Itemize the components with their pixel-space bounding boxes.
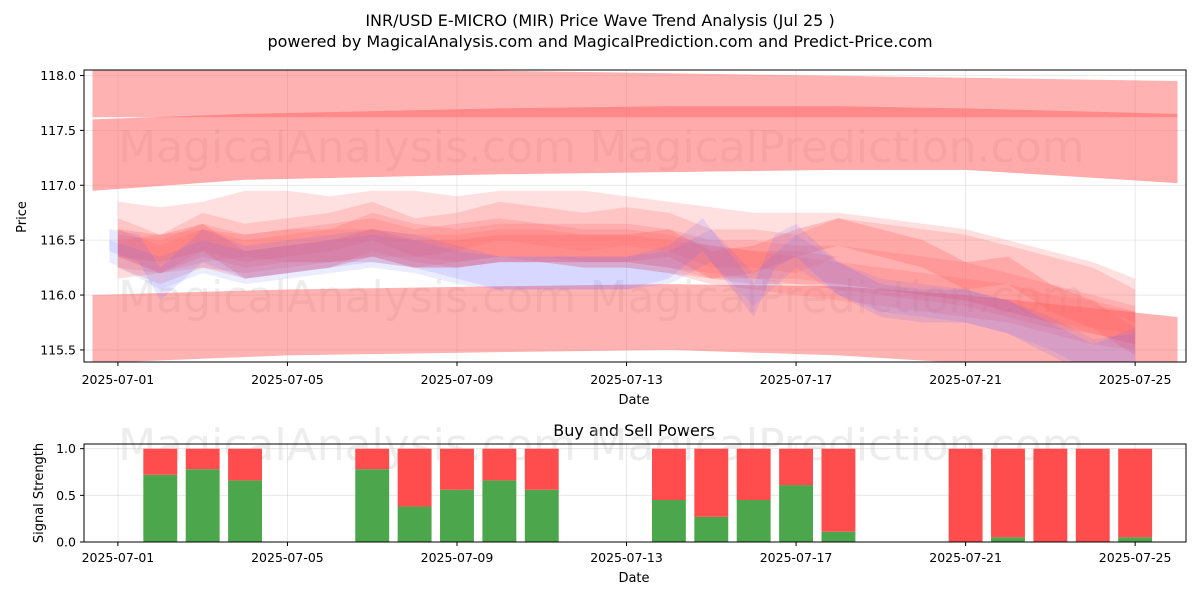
price-wave-band-1 (92, 106, 1178, 191)
sell-bar (651, 448, 686, 500)
powers-y-tick-label: 0.5 (56, 488, 76, 503)
buy-bar (482, 480, 517, 542)
price-chart-frame (83, 69, 1187, 363)
price-wave-band-3 (117, 190, 1136, 334)
price-y-axis-label: Price (15, 201, 30, 233)
price-x-tick-label: 2025-07-09 (421, 372, 494, 387)
sell-bar (736, 448, 771, 500)
powers-x-tick-label: 2025-07-09 (421, 550, 494, 565)
price-x-tick-label: 2025-07-21 (929, 372, 1002, 387)
powers-x-tick-label: 2025-07-01 (82, 550, 155, 565)
main-title: INR/USD E-MICRO (MIR) Price Wave Trend A… (365, 11, 834, 30)
powers-chart-title: Buy and Sell Powers (553, 421, 715, 440)
price-wave-band-8 (117, 218, 1136, 356)
price-y-tick-label: 117.0 (40, 178, 76, 193)
buy-bar (991, 537, 1025, 542)
buy-bar (355, 469, 390, 542)
buy-bar (185, 469, 220, 542)
sell-bar (524, 448, 559, 490)
sell-bar (779, 448, 814, 486)
price-wave-band-10 (109, 229, 1136, 362)
price-x-tick-label: 2025-07-25 (1099, 372, 1172, 387)
sell-bar (143, 448, 178, 475)
sell-bar (355, 448, 390, 470)
price-x-tick-label: 2025-07-01 (82, 372, 155, 387)
price-wave-bands (92, 70, 1178, 362)
price-wave-band-9 (109, 218, 1136, 362)
powers-x-tick-label: 2025-07-05 (251, 550, 324, 565)
price-y-tick-label: 116.5 (40, 233, 76, 248)
sell-bar (694, 448, 729, 517)
price-y-axis-ticks: 115.5 116.0 116.5 117.0 117.5 118.0 (40, 68, 84, 357)
powers-x-tick-label: 2025-07-25 (1099, 550, 1172, 565)
powers-chart-watermarks: MagicalAnalysis.com MagicalPrediction.co… (118, 420, 1084, 471)
buy-bar (397, 506, 432, 542)
buy-bar (821, 531, 856, 542)
powers-bars (143, 448, 1153, 542)
buy-bar (779, 485, 814, 542)
main-subtitle: powered by MagicalAnalysis.com and Magic… (267, 32, 932, 51)
price-wave-band-2 (92, 284, 1178, 362)
sell-bar (397, 448, 432, 507)
price-x-tick-label: 2025-07-05 (251, 372, 324, 387)
sell-bar (228, 448, 263, 481)
sell-bar (185, 448, 220, 470)
powers-x-tick-label: 2025-07-21 (929, 550, 1002, 565)
price-wave-band-4 (117, 201, 1136, 323)
sell-bar (482, 448, 517, 481)
powers-x-axis-ticks: 2025-07-01 2025-07-05 2025-07-09 2025-07-13… (82, 542, 1172, 565)
price-x-axis-ticks: 2025-07-01 2025-07-05 2025-07-09 2025-07-13… (82, 362, 1172, 387)
sell-bar (948, 448, 983, 542)
buy-bar (651, 500, 686, 542)
price-y-tick-label: 118.0 (40, 68, 76, 83)
price-wave-band-7 (117, 223, 1136, 345)
buy-bar (694, 516, 729, 542)
powers-y-tick-label: 1.0 (56, 441, 76, 456)
price-y-tick-label: 116.0 (40, 288, 76, 303)
powers-x-axis-label: Date (618, 571, 649, 586)
powers-y-tick-label: 0.0 (56, 535, 76, 550)
price-x-tick-label: 2025-07-13 (590, 372, 663, 387)
price-y-tick-label: 117.5 (40, 123, 76, 138)
powers-x-tick-label: 2025-07-13 (590, 550, 663, 565)
powers-chart-frame (83, 443, 1187, 543)
price-x-axis-label: Date (618, 393, 649, 408)
price-x-tick-label: 2025-07-17 (760, 372, 833, 387)
buy-bar (143, 474, 178, 542)
price-wave-band-0 (92, 70, 1178, 118)
buy-bar (1118, 537, 1153, 542)
powers-y-axis-label: Signal Strength (32, 443, 47, 543)
buy-bar (228, 480, 263, 542)
sell-bar (991, 448, 1025, 538)
price-wave-band-6 (117, 212, 1136, 350)
powers-x-tick-label: 2025-07-17 (760, 550, 833, 565)
buy-bar (736, 500, 771, 542)
buy-bar (524, 489, 559, 542)
sell-bar (1118, 448, 1153, 538)
sell-bar (1033, 448, 1068, 542)
sell-bar (821, 448, 856, 532)
price-y-tick-label: 115.5 (40, 342, 76, 357)
sell-bar (440, 448, 474, 490)
sell-bar (1075, 448, 1110, 542)
powers-y-axis-ticks: 0.0 0.5 1.0 (56, 441, 84, 550)
price-wave-band-5 (117, 218, 1136, 345)
buy-bar (440, 489, 474, 542)
